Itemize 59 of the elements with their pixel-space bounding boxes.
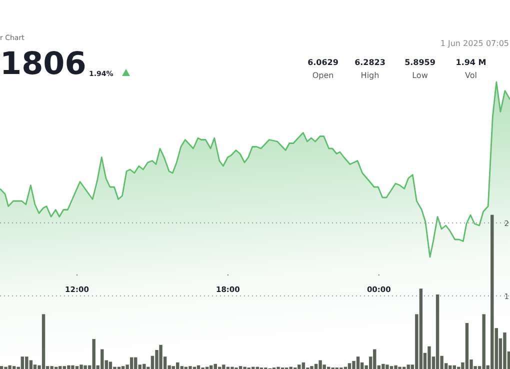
bar (436, 294, 440, 369)
bar (222, 364, 226, 369)
bar (67, 365, 70, 369)
bar (314, 364, 318, 369)
bar (108, 362, 112, 369)
annotation: 1806 (0, 46, 86, 82)
bar (130, 357, 134, 369)
bar (356, 356, 360, 369)
bar (188, 366, 192, 369)
bar (482, 314, 486, 369)
annotation: Open (312, 71, 334, 80)
bar (302, 362, 306, 369)
bar (373, 349, 376, 369)
bar (238, 366, 242, 369)
bar (465, 322, 469, 369)
annotation: Vol (465, 71, 477, 80)
bar (490, 214, 494, 369)
annotation: High (360, 71, 380, 80)
bar (80, 364, 83, 369)
annotation: 1 Jun 2025 07:05 (440, 39, 509, 48)
bar (75, 366, 79, 369)
bar (100, 349, 104, 369)
bar (8, 365, 12, 369)
bar (390, 366, 394, 369)
annotation: 6.0629 (308, 58, 339, 67)
bar (318, 360, 322, 369)
bar (0, 366, 4, 369)
bar (310, 366, 314, 369)
bar (12, 366, 16, 369)
bar (134, 357, 138, 369)
bar (428, 346, 431, 369)
bar (394, 365, 398, 369)
bar (84, 365, 87, 369)
bar (25, 356, 28, 369)
bar (142, 364, 146, 369)
bar (62, 366, 66, 369)
bar (382, 364, 385, 369)
bar (58, 366, 62, 369)
bar (92, 339, 96, 369)
bar (50, 366, 54, 369)
annotation: 1.94 M (456, 58, 486, 67)
bar (386, 364, 389, 369)
bar (298, 364, 301, 369)
bar (172, 366, 175, 369)
bar (159, 344, 162, 369)
bar (180, 366, 184, 369)
annotation: 5.8959 (404, 58, 436, 67)
bar (406, 364, 410, 369)
annotation: 6.2823 (354, 58, 386, 67)
bar (176, 362, 180, 369)
bar (419, 288, 423, 369)
bar (29, 360, 33, 369)
bar (352, 360, 356, 369)
bar (348, 363, 352, 369)
annotation: Low (412, 71, 428, 80)
bar (503, 332, 506, 369)
bar (42, 314, 46, 369)
bar (121, 366, 125, 369)
bar (71, 365, 74, 369)
